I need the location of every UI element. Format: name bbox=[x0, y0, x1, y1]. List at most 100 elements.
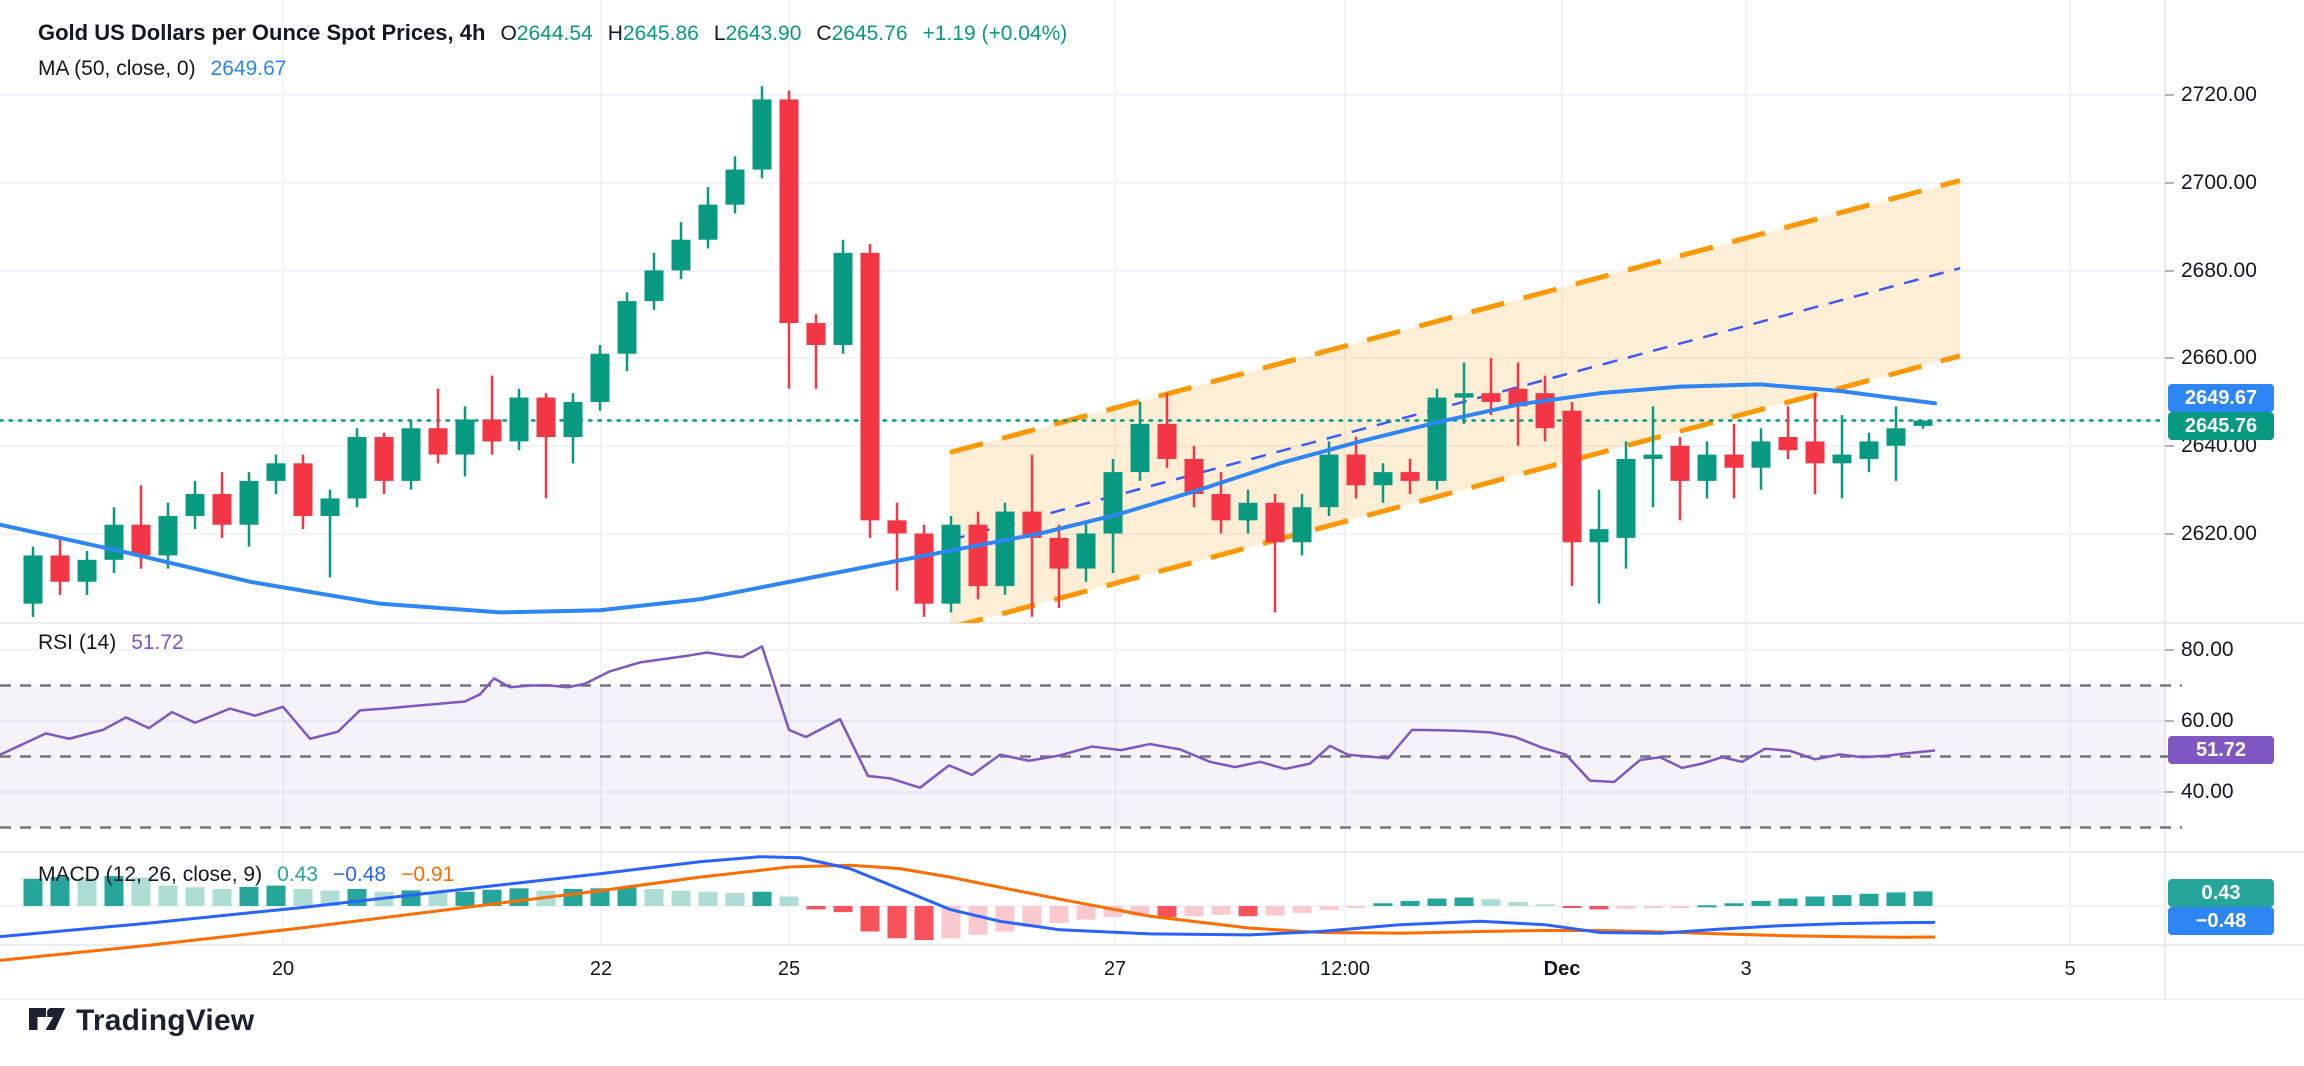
channel-lower-line[interactable] bbox=[950, 353, 1961, 628]
candle-body[interactable] bbox=[1778, 437, 1798, 451]
candle-body[interactable] bbox=[158, 515, 178, 556]
macd-hist-bar bbox=[1805, 896, 1825, 906]
candle-body[interactable] bbox=[1643, 454, 1663, 459]
candle-body[interactable] bbox=[1157, 423, 1177, 459]
candle-body[interactable] bbox=[1805, 441, 1825, 464]
candle-body[interactable] bbox=[995, 511, 1015, 587]
candle-body[interactable] bbox=[590, 353, 610, 402]
candle-body[interactable] bbox=[1103, 472, 1123, 534]
candle-body[interactable] bbox=[347, 437, 367, 499]
ma-legend-row[interactable]: MA (50, close, 0) 2649.67 bbox=[38, 57, 286, 81]
candle-body[interactable] bbox=[131, 524, 151, 556]
candle-body[interactable] bbox=[725, 169, 745, 205]
price-change: +1.19 (+0.04%) bbox=[922, 22, 1068, 45]
candle-body[interactable] bbox=[1589, 529, 1609, 543]
candle-body[interactable] bbox=[671, 239, 691, 271]
candle-body[interactable] bbox=[104, 524, 124, 560]
candle-body[interactable] bbox=[1562, 410, 1582, 543]
candle-body[interactable] bbox=[50, 555, 70, 582]
candle-body[interactable] bbox=[1319, 454, 1339, 508]
channel-upper-line[interactable] bbox=[949, 178, 1961, 455]
ma-value-badge: 2649.67 bbox=[2168, 384, 2274, 412]
candle-body[interactable] bbox=[1697, 454, 1717, 481]
candle-body[interactable] bbox=[914, 533, 934, 604]
candle-body[interactable] bbox=[1076, 533, 1096, 569]
chart-canvas[interactable] bbox=[0, 0, 2304, 1000]
candle-body[interactable] bbox=[239, 480, 259, 525]
candle-body[interactable] bbox=[1346, 454, 1366, 486]
candle-body[interactable] bbox=[185, 494, 205, 516]
candle-body[interactable] bbox=[401, 428, 421, 481]
rsi-legend-row[interactable]: RSI (14) 51.72 bbox=[38, 631, 184, 655]
candle-body[interactable] bbox=[293, 463, 313, 516]
candle-body[interactable] bbox=[1859, 441, 1879, 459]
candle-body[interactable] bbox=[644, 270, 664, 302]
candle-body[interactable] bbox=[1184, 458, 1204, 495]
signal-line[interactable] bbox=[0, 863, 1936, 962]
candle-body[interactable] bbox=[455, 419, 475, 455]
candle-body[interactable] bbox=[617, 301, 637, 354]
price-axis-label: 2720.00 bbox=[2181, 83, 2257, 106]
candle-body[interactable] bbox=[752, 99, 772, 170]
candle-body[interactable] bbox=[1832, 454, 1852, 464]
candle-body[interactable] bbox=[1670, 445, 1690, 481]
candle-body[interactable] bbox=[563, 401, 583, 438]
price-axis[interactable]: 2720.00 2700.00 2680.00 2660.00 2640.00 2620.… bbox=[2165, 0, 2304, 1000]
candle-body[interactable] bbox=[779, 99, 799, 324]
macd-line[interactable] bbox=[0, 855, 1936, 939]
macd-histogram[interactable] bbox=[23, 876, 1933, 940]
macd-hist-bar bbox=[185, 887, 205, 906]
candle-body[interactable] bbox=[266, 463, 286, 481]
macd-hist-bar bbox=[1184, 906, 1204, 917]
macd-hist-bar bbox=[455, 891, 475, 906]
candlestick-series[interactable] bbox=[23, 86, 1933, 617]
macd-hist-bar bbox=[887, 906, 907, 939]
candle-body[interactable] bbox=[1211, 494, 1231, 521]
main-legend-row[interactable]: Gold US Dollars per Ounce Spot Prices, 4… bbox=[38, 20, 1067, 46]
channel-mid-line[interactable] bbox=[949, 267, 1961, 542]
candle-body[interactable] bbox=[698, 204, 718, 240]
candle-body[interactable] bbox=[212, 494, 232, 525]
candle-body[interactable] bbox=[1454, 393, 1474, 398]
candle-body[interactable] bbox=[968, 524, 988, 587]
candle-body[interactable] bbox=[1886, 428, 1906, 446]
candle-body[interactable] bbox=[1724, 454, 1744, 468]
candle-body[interactable] bbox=[1022, 511, 1042, 538]
candle-body[interactable] bbox=[1751, 441, 1771, 468]
candle-body[interactable] bbox=[509, 397, 529, 442]
candle-body[interactable] bbox=[374, 437, 394, 481]
time-axis-label: 3 bbox=[1740, 958, 1752, 980]
pane-borders bbox=[0, 0, 2304, 1000]
macd-hist-bar bbox=[1670, 906, 1690, 908]
candle-body[interactable] bbox=[77, 559, 97, 582]
candle-body[interactable] bbox=[536, 397, 556, 438]
candle-body[interactable] bbox=[1616, 458, 1636, 538]
candle-body[interactable] bbox=[860, 252, 880, 521]
tradingview-logo[interactable]: TradingView bbox=[28, 1004, 254, 1038]
candle-body[interactable] bbox=[1292, 507, 1312, 543]
candle-body[interactable] bbox=[1400, 472, 1420, 481]
candle-body[interactable] bbox=[1913, 420, 1933, 426]
candle-body[interactable] bbox=[23, 555, 43, 604]
candle-body[interactable] bbox=[833, 252, 853, 345]
candle-body[interactable] bbox=[887, 520, 907, 534]
candle-body[interactable] bbox=[1238, 502, 1258, 521]
candle-body[interactable] bbox=[1049, 537, 1069, 569]
candle-body[interactable] bbox=[941, 524, 961, 604]
candle-body[interactable] bbox=[320, 498, 340, 516]
regression-channel[interactable] bbox=[949, 178, 1961, 628]
candle-body[interactable] bbox=[1265, 502, 1285, 543]
macd-hist-bar bbox=[1832, 895, 1852, 906]
macd-legend-row[interactable]: MACD (12, 26, close, 9) 0.43 −0.48 −0.91 bbox=[38, 863, 454, 887]
time-axis[interactable]: 20 22 25 27 12:00 Dec 3 5 bbox=[0, 945, 2165, 1000]
candle-body[interactable] bbox=[1427, 397, 1447, 481]
candle-body[interactable] bbox=[806, 323, 826, 345]
candle-body[interactable] bbox=[1130, 423, 1150, 473]
macd-hist-bar bbox=[806, 906, 826, 910]
candle-body[interactable] bbox=[1481, 393, 1501, 402]
candle-body[interactable] bbox=[1373, 472, 1393, 486]
candle-body[interactable] bbox=[428, 428, 448, 455]
ma-line[interactable] bbox=[0, 382, 1937, 615]
candle-body[interactable] bbox=[482, 419, 502, 442]
rsi-line[interactable] bbox=[0, 645, 1936, 789]
